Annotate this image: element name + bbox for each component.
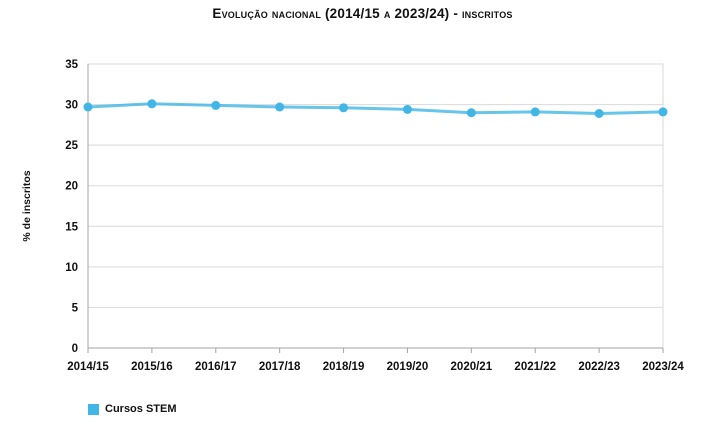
data-point[interactable] <box>530 107 540 117</box>
plot-border <box>87 63 664 349</box>
chart-title: Evolução nacional (2014/15 a 2023/24) - … <box>212 6 513 21</box>
x-tick-label: 2020/21 <box>451 361 493 373</box>
x-tick-label: 2021/22 <box>514 361 556 373</box>
y-tick-label: 30 <box>65 100 78 112</box>
x-tick-label: 2017/18 <box>259 361 301 373</box>
legend-label: Cursos STEM <box>105 403 177 415</box>
data-point[interactable] <box>147 99 157 109</box>
data-point[interactable] <box>339 103 349 113</box>
y-tick-label: 20 <box>65 181 78 193</box>
data-point[interactable] <box>658 107 668 117</box>
data-point[interactable] <box>275 102 285 112</box>
y-tick-label: 5 <box>72 302 79 314</box>
x-tick-label: 2023/24 <box>642 361 684 373</box>
y-tick-label: 15 <box>65 221 78 233</box>
data-point[interactable] <box>83 102 93 112</box>
data-point[interactable] <box>466 108 476 118</box>
series-line <box>86 102 665 115</box>
legend-swatch-icon <box>88 403 99 415</box>
x-tick-label: 2022/23 <box>578 361 620 373</box>
y-tick-label: 10 <box>65 262 78 274</box>
data-point[interactable] <box>211 100 221 110</box>
x-tick-label: 2019/20 <box>387 361 429 373</box>
x-tick-label: 2018/19 <box>323 361 365 373</box>
x-tick-label: 2014/15 <box>67 361 109 373</box>
data-point[interactable] <box>402 104 412 114</box>
x-tick-label: 2015/16 <box>131 361 173 373</box>
y-tick-label: 0 <box>72 343 78 355</box>
legend-item-cursos-stem[interactable]: Cursos STEM <box>88 403 177 415</box>
data-point[interactable] <box>594 109 604 118</box>
y-tick-label: 35 <box>65 59 78 71</box>
x-tick-label: 2016/17 <box>195 361 237 373</box>
y-tick-label: 25 <box>65 140 78 152</box>
